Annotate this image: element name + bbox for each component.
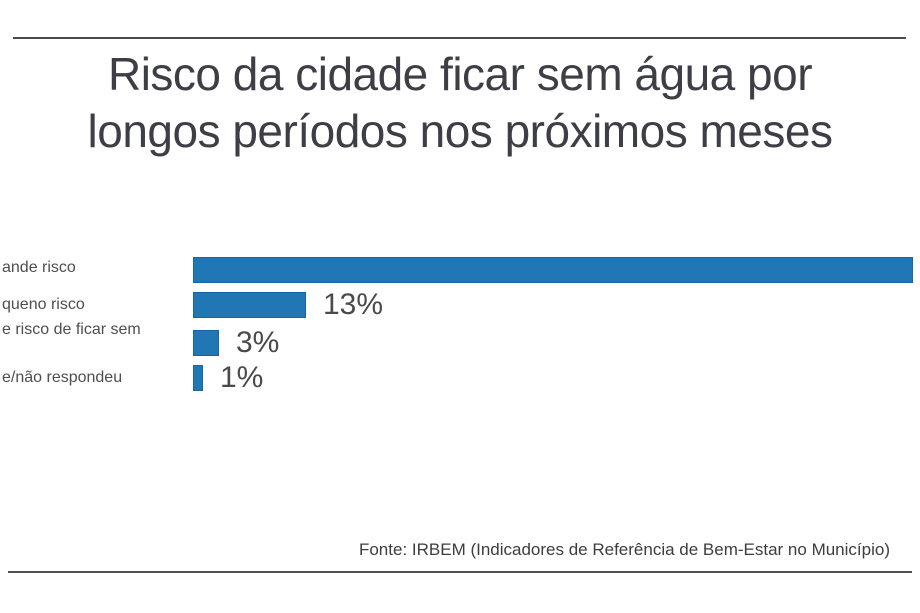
source-caption: Fonte: IRBEM (Indicadores de Referência … xyxy=(358,540,890,559)
chart-title-line-1: Risco da cidade ficar sem água por xyxy=(107,48,813,100)
top-divider-line xyxy=(13,37,906,39)
bar-2 xyxy=(193,292,306,318)
category-label: ande risco xyxy=(2,259,76,276)
value-label: 1% xyxy=(220,361,264,394)
value-label: 3% xyxy=(236,326,280,359)
category-label: e risco de ficar sem xyxy=(2,321,141,338)
bar-3 xyxy=(193,330,219,356)
value-label: 13% xyxy=(323,288,384,321)
bar-4 xyxy=(193,365,203,391)
bottom-divider-line xyxy=(8,571,912,573)
category-label: e/não respondeu xyxy=(2,369,123,386)
chart-title-line-2: longos períodos nos próximos meses xyxy=(87,105,833,157)
category-label: queno risco xyxy=(2,296,85,313)
bar-1 xyxy=(193,257,913,283)
